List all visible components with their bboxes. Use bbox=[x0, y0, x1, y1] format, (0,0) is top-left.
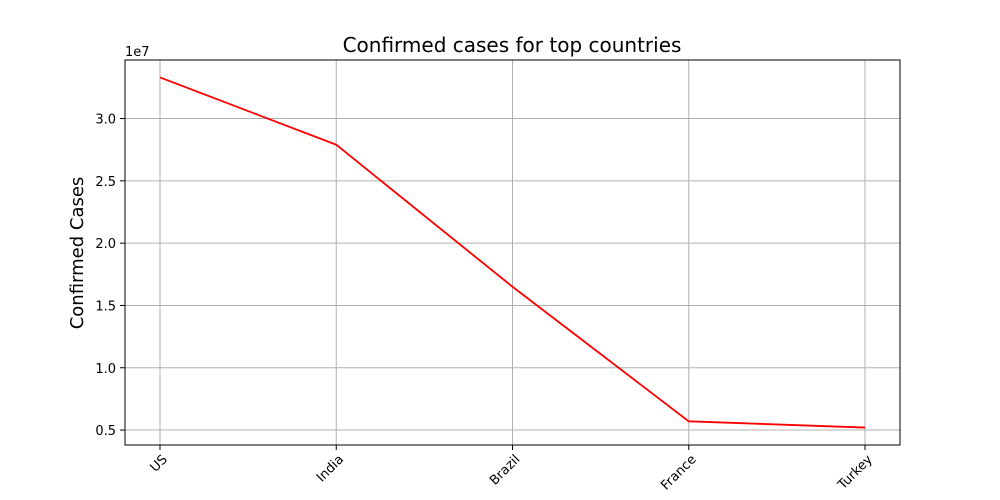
y-axis-label: Confirmed Cases bbox=[67, 177, 88, 330]
series-line bbox=[159, 76, 866, 429]
y-tick-label: 3.0 bbox=[95, 113, 116, 128]
x-tick-label: France bbox=[658, 452, 699, 493]
series-layer bbox=[159, 76, 866, 429]
x-tick-label: Turkey bbox=[835, 452, 876, 493]
plot-frame bbox=[124, 59, 901, 446]
y-axis-offset-label: 1e7 bbox=[125, 45, 150, 60]
x-tick-label: US bbox=[148, 452, 171, 475]
chart-title: Confirmed cases for top countries bbox=[343, 33, 682, 57]
x-tick-label: India bbox=[314, 452, 347, 485]
x-tick-label: Brazil bbox=[487, 452, 523, 488]
y-tick-label: 1.0 bbox=[95, 362, 116, 377]
grid bbox=[125, 60, 900, 445]
y-tick-label: 2.5 bbox=[95, 175, 116, 190]
axis-ticks: US India Brazil France Turkey 0.5 1.0 1.5 2.0 2.5… bbox=[95, 113, 876, 494]
y-tick-label: 1.5 bbox=[95, 299, 116, 314]
y-tick-label: 0.5 bbox=[95, 424, 116, 439]
y-tick-label: 2.0 bbox=[95, 237, 116, 252]
